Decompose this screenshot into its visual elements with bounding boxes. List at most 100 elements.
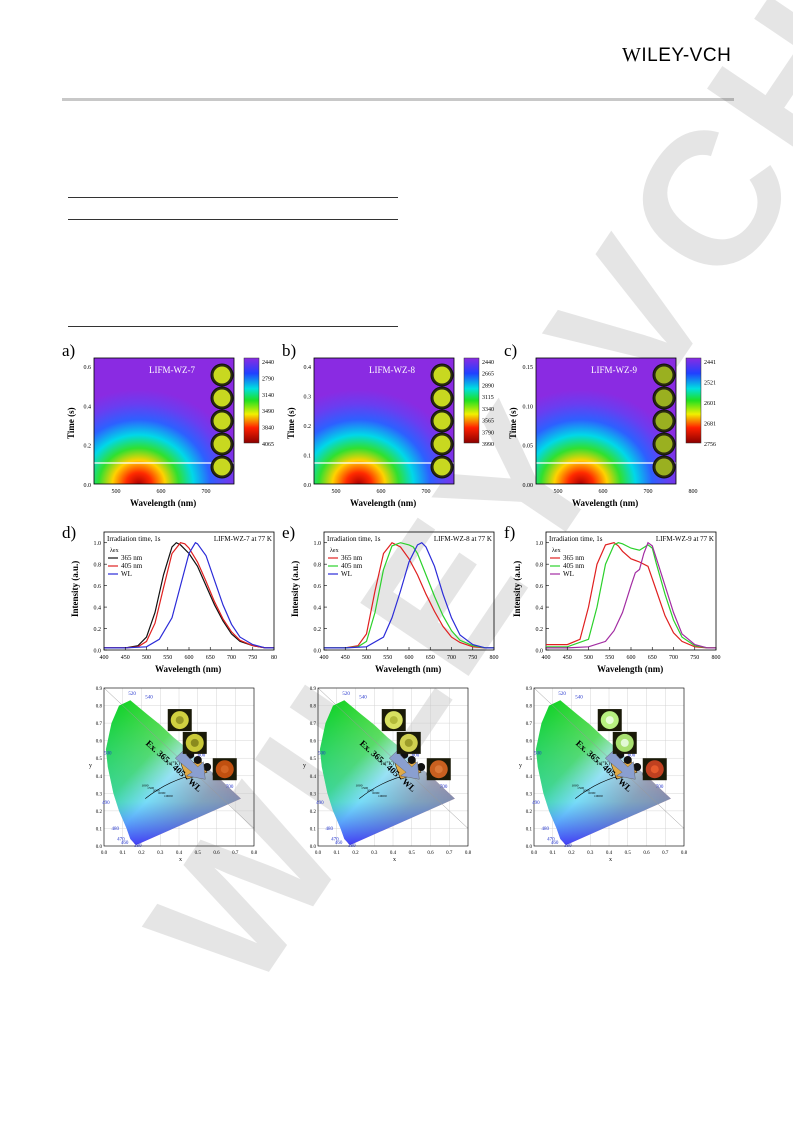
- y-tick-label: 0.0: [96, 845, 103, 850]
- x-tick-label: 700: [202, 489, 211, 495]
- heatmap-svg: a) LIFM-WZ-7 Time (s) Wavelength (nm) 0.0 0.2…: [62, 341, 274, 508]
- heatmap-panel-a: a) LIFM-WZ-7 Time (s) Wavelength (nm) 0.0 0.2…: [62, 340, 292, 510]
- y-tick-label: 0.3: [96, 792, 103, 797]
- chromaticity-point: [623, 755, 632, 764]
- x-tick-label: 0.8: [681, 851, 688, 856]
- x-tick-label: 550: [383, 655, 392, 661]
- wavelength-label: 700: [440, 785, 448, 790]
- y-tick-label: 1.0: [94, 541, 102, 547]
- x-tick-label: 550: [605, 655, 614, 661]
- y-axis-label: Time (s): [508, 407, 518, 439]
- chromaticity-point: [203, 763, 212, 771]
- x-tick-label: 0.2: [568, 851, 575, 856]
- y-tick-label: 0.6: [84, 365, 92, 371]
- wavelength-label: 540: [145, 696, 153, 701]
- x-tick-label: 500: [554, 489, 563, 495]
- legend-entry: WL: [341, 570, 352, 578]
- irradiation-label: Irradiation time, 1s: [107, 535, 161, 543]
- wavelength-label: 380: [348, 844, 356, 849]
- x-tick-label: 450: [121, 655, 130, 661]
- y-tick-label: 0.0: [310, 845, 317, 850]
- cie-frame: [533, 687, 685, 847]
- wavelength-label: 490: [532, 801, 540, 806]
- x-tick-label: 0.5: [625, 851, 632, 856]
- y-tick-label: 0.8: [526, 705, 533, 710]
- y-axis-label: y: [519, 763, 522, 769]
- x-tick-label: 0.5: [409, 851, 416, 856]
- y-tick-label: 0.1: [310, 827, 317, 832]
- x-tick-label: 700: [422, 489, 431, 495]
- y-tick-label: 0.9: [310, 687, 317, 692]
- emission-photo-core: [190, 738, 199, 747]
- series-line-3: [546, 541, 716, 649]
- sample-photo: [433, 366, 451, 384]
- colorbar-tick-label: 2440: [482, 360, 494, 366]
- cct-label: Tc(°K): [380, 762, 394, 767]
- heatmap-panel-c: c) LIFM-WZ-9 Time (s) Wavelength (nm) 0.00 0.…: [504, 340, 734, 510]
- y-tick-label: 0.0: [84, 483, 92, 489]
- x-tick-label: 400: [320, 655, 329, 661]
- table-top-rule: [68, 197, 398, 198]
- y-tick-label: 0.8: [96, 705, 103, 710]
- series-line-2: [324, 542, 494, 649]
- x-tick-label: 700: [644, 489, 653, 495]
- legend-entry: 365 nm: [341, 554, 363, 562]
- x-tick-label: 700: [227, 655, 236, 661]
- cct-label: Tc(°K): [166, 762, 180, 767]
- wavelength-label: 500: [534, 752, 542, 757]
- x-tick-label: 0.7: [232, 851, 239, 856]
- y-tick-label: 0.2: [94, 627, 102, 633]
- x-tick-label: 800: [689, 489, 698, 495]
- sample-photo: [213, 366, 231, 384]
- colorbar-tick-label: 3990: [482, 442, 494, 448]
- cct-value: 2000: [153, 789, 160, 793]
- y-tick-label: 1.0: [536, 541, 544, 547]
- spectrum-panel-f: f) 0.0 0.2 0.4 0.6 0.8 1.0 400 450 500 550 600 650 70…: [504, 522, 734, 682]
- wavelength-label: 470: [117, 838, 125, 843]
- spectral-locus-shade: [535, 700, 671, 846]
- series-line-2: [546, 542, 716, 649]
- x-tick-label: 600: [157, 489, 166, 495]
- sample-photo: [213, 412, 231, 430]
- y-axis-label: y: [89, 763, 92, 769]
- y-tick-label: 0.4: [96, 775, 103, 780]
- y-tick-label: 0.00: [523, 483, 534, 489]
- spectrum-svg: e) 0.0 0.2 0.4 0.6 0.8 1.0 400 450 500 550 600 650 70…: [282, 523, 499, 674]
- x-tick-label: 0.7: [662, 851, 669, 856]
- lambda-label: λex: [330, 548, 339, 554]
- y-tick-label: 0.8: [94, 563, 102, 569]
- x-axis-label: Wavelength (nm): [597, 664, 663, 674]
- y-tick-label: 0.15: [523, 365, 534, 371]
- y-tick-label: 0.3: [526, 792, 533, 797]
- y-tick-label: 0.2: [536, 627, 544, 633]
- y-tick-label: 0.2: [526, 810, 533, 815]
- series-line-1: [546, 542, 716, 649]
- spectral-locus-shade: [319, 700, 455, 846]
- wavelength-label: 700: [226, 785, 234, 790]
- cct-value: 1500: [577, 786, 584, 790]
- legend-entry: 405 nm: [563, 562, 585, 570]
- y-tick-label: 0.7: [310, 722, 317, 727]
- y-tick-label: 0.0: [304, 483, 312, 489]
- sample-photo: [213, 389, 231, 407]
- colorbar-tick-label: 2890: [482, 383, 494, 389]
- wavelength-label: 460: [335, 841, 343, 846]
- y-tick-label: 0.6: [310, 740, 317, 745]
- x-tick-label: 800: [712, 655, 721, 661]
- x-tick-label: 750: [468, 655, 477, 661]
- y-tick-label: 0.10: [523, 404, 534, 410]
- y-axis-label: Intensity (a.u.): [512, 561, 522, 617]
- wavelength-label: 460: [551, 841, 559, 846]
- y-tick-label: 0.2: [96, 810, 103, 815]
- x-tick-label: 80: [271, 655, 277, 661]
- panel-label: f): [504, 523, 515, 542]
- y-tick-label: 0.0: [94, 649, 102, 655]
- panel-label: e): [282, 523, 295, 542]
- x-tick-label: 0.3: [587, 851, 594, 856]
- sample-photo: [213, 458, 231, 476]
- wavelength-label: 700: [656, 785, 664, 790]
- sample-photo: [213, 435, 231, 453]
- colorbar-tick-label: 3115: [482, 395, 494, 401]
- heatmap-frame: [313, 357, 455, 485]
- spectrum-panel-e: e) 0.0 0.2 0.4 0.6 0.8 1.0 400 450 500 550 600 650 70…: [282, 522, 512, 682]
